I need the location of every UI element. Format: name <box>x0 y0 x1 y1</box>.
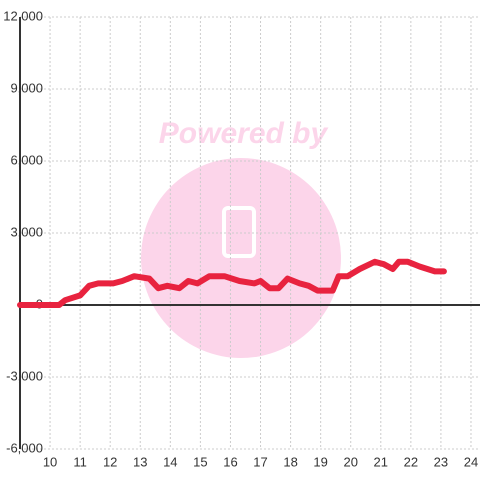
x-tick-label: 13 <box>133 454 147 469</box>
x-tick-label: 23 <box>434 454 448 469</box>
y-tick-label: -6,000 <box>6 440 43 455</box>
x-tick-label: 22 <box>404 454 418 469</box>
x-tick-label: 24 <box>464 454 478 469</box>
x-tick-label: 21 <box>374 454 388 469</box>
x-tick-label: 19 <box>313 454 327 469</box>
y-tick-label: 9,000 <box>10 80 43 95</box>
x-tick-label: 10 <box>43 454 57 469</box>
x-tick-label: 18 <box>283 454 297 469</box>
x-tick-label: 16 <box>223 454 237 469</box>
y-tick-label: 6,000 <box>10 152 43 167</box>
x-tick-label: 12 <box>103 454 117 469</box>
x-tick-label: 15 <box>193 454 207 469</box>
y-tick-label: 3,000 <box>10 224 43 239</box>
line-series <box>17 258 447 308</box>
y-tick-label: -3,000 <box>6 368 43 383</box>
y-tick-label: 12,000 <box>3 8 43 23</box>
x-tick-label: 11 <box>73 454 87 469</box>
x-tick-label: 14 <box>163 454 177 469</box>
x-tick-label: 17 <box>253 454 267 469</box>
x-tick-label: 20 <box>343 454 357 469</box>
watermark-text: Powered by <box>159 117 329 150</box>
watermark-icon <box>222 206 256 258</box>
